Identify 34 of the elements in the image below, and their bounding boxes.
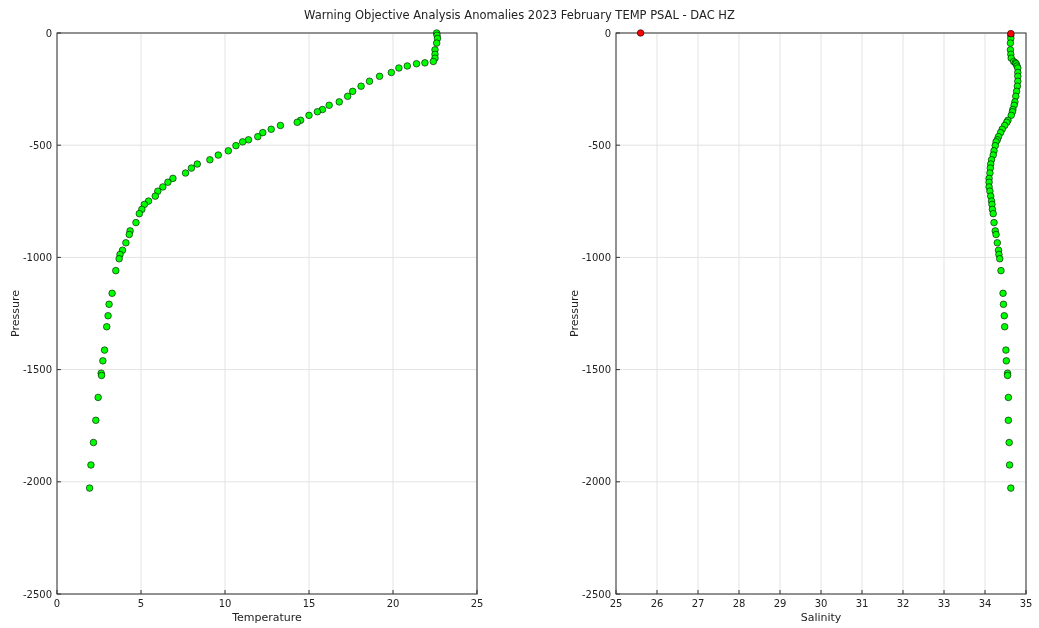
x-tick-label: 5 [137, 598, 145, 609]
x-tick-label: 28 [732, 598, 746, 609]
y-tick-label: -2000 [22, 476, 52, 488]
y-tick-label: -2000 [581, 476, 611, 488]
x-tick-label: 35 [1019, 598, 1033, 609]
y-axis-title: Pressure [568, 289, 581, 337]
y-tick-label: -2500 [22, 588, 52, 600]
y-tick-label: -500 [588, 139, 611, 151]
x-tick-label: 26 [650, 598, 664, 609]
x-tick-label: 10 [218, 598, 232, 609]
x-tick-label: 33 [937, 598, 951, 609]
y-axis-title: Pressure [9, 289, 22, 337]
y-tick-label: 0 [45, 27, 52, 39]
text: Warning Objective Analysis Anomalies 2023 February TEMP PSAL - DAC HZ [304, 8, 735, 22]
x-axis-title: Temperature [231, 611, 303, 624]
x-tick-label: 25 [609, 598, 623, 609]
x-tick-label: 30 [814, 598, 828, 609]
y-tick-label: -2500 [581, 588, 611, 600]
x-tick-label: 20 [386, 598, 400, 609]
x-axis-title: Salinity [800, 611, 842, 624]
x-tick-label: 25 [470, 598, 484, 609]
y-tick-label: -500 [29, 139, 52, 151]
x-tick-label: 0 [53, 598, 61, 609]
x-tick-label: 15 [302, 598, 316, 609]
y-tick-label: -1500 [581, 364, 611, 376]
y-tick-label: -1000 [22, 251, 52, 263]
x-tick-label: 32 [896, 598, 910, 609]
y-tick-label: -1000 [581, 251, 611, 263]
y-tick-label: -1500 [22, 364, 52, 376]
x-tick-label: 34 [978, 598, 992, 609]
x-tick-label: 27 [691, 598, 705, 609]
y-tick-label: 0 [604, 27, 611, 39]
x-tick-label: 29 [773, 598, 787, 609]
x-tick-label: 31 [855, 598, 869, 609]
